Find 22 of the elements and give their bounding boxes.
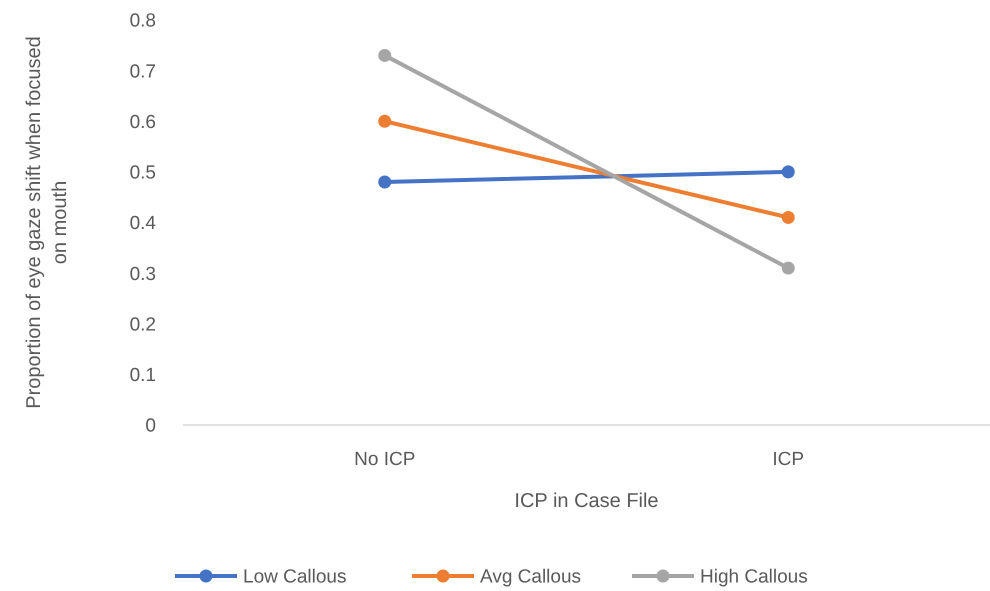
x-tick-label: ICP bbox=[772, 449, 804, 470]
legend-label: Low Callous bbox=[243, 566, 346, 588]
point bbox=[378, 114, 392, 128]
x-axis-title: ICP in Case File bbox=[514, 490, 659, 512]
point bbox=[378, 176, 392, 188]
y-tick-label: 0.7 bbox=[130, 61, 156, 82]
x-tick-label: No ICP bbox=[354, 449, 416, 470]
y-tick-label: 0.4 bbox=[130, 213, 156, 234]
y-tick-label: 0.3 bbox=[130, 264, 156, 285]
y-tick-label: 0.5 bbox=[130, 162, 156, 184]
point bbox=[782, 165, 795, 178]
y-tick-label: 0.8 bbox=[130, 10, 156, 32]
point bbox=[782, 210, 795, 224]
y-tick-label: 0 bbox=[145, 416, 156, 437]
y-axis-title: Proportion of eye gaze shift when focused on mouth bbox=[23, 36, 71, 409]
point bbox=[782, 262, 795, 275]
y-tick-label: 0.2 bbox=[130, 314, 156, 336]
y-tick-label: 0.1 bbox=[130, 365, 156, 386]
y-tick-label: 0.6 bbox=[130, 112, 156, 133]
legend-label: High Callous bbox=[700, 566, 808, 588]
legend-label: Avg Callous bbox=[480, 566, 582, 588]
point bbox=[378, 48, 392, 62]
